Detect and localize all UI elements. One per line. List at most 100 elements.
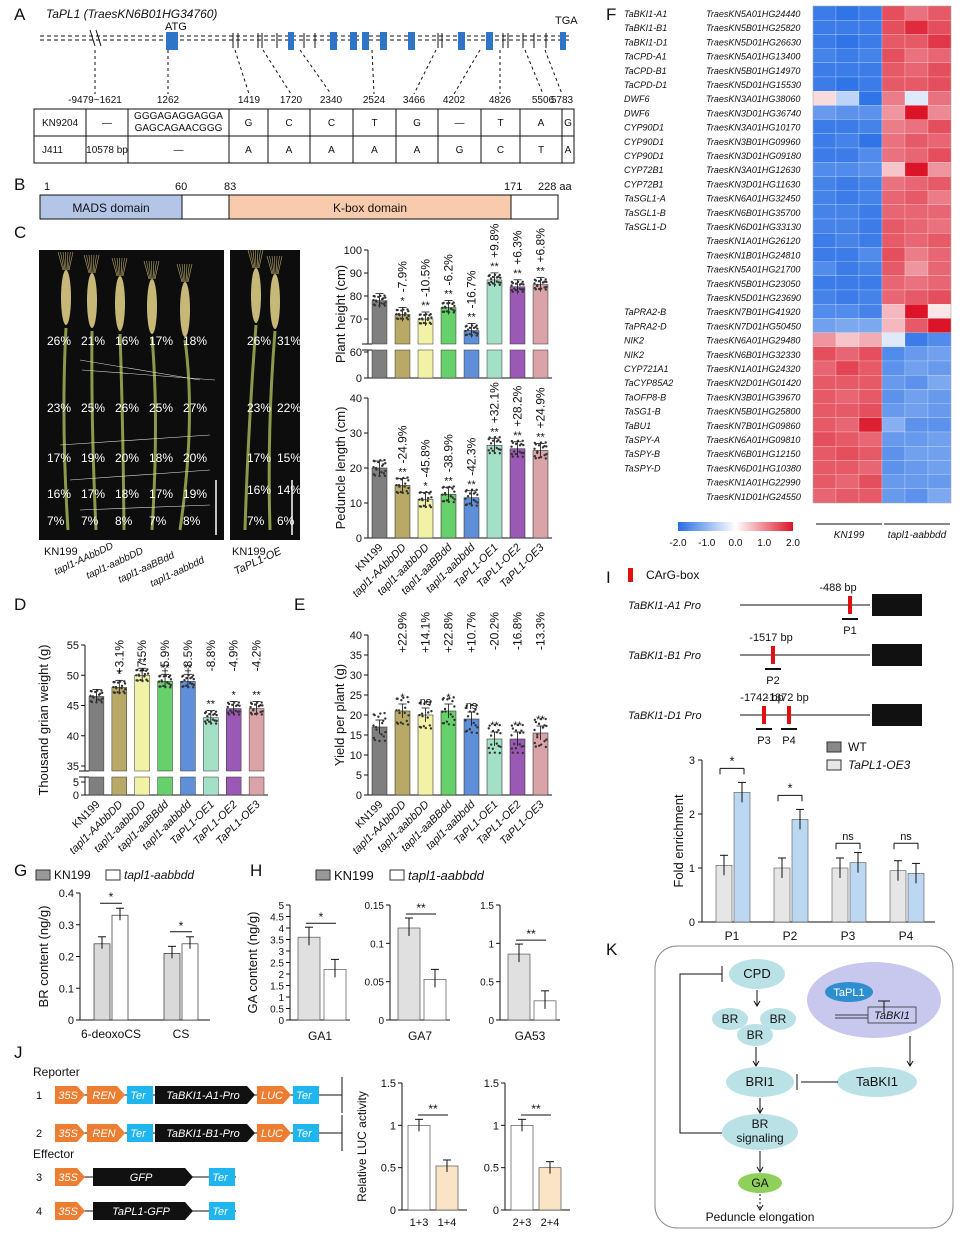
data-point — [545, 285, 548, 289]
heatmap-cell — [904, 304, 929, 319]
chart-luc_a: 0 0.5 1 1.5 Relative LUC activity 1+3 1+4 ** — [355, 1078, 467, 1229]
data-point — [396, 308, 399, 312]
bar — [163, 952, 181, 1021]
arrowhead — [756, 1107, 764, 1114]
gene-symbol: CYP721A1 — [624, 364, 669, 374]
text-label: -1742 bp — [740, 692, 783, 704]
heatmap-cell — [812, 417, 837, 433]
data-point — [541, 726, 545, 729]
heatmap-cell — [927, 488, 952, 504]
data-point — [429, 312, 432, 316]
bar — [463, 349, 480, 379]
data-point — [510, 284, 513, 287]
bar — [509, 738, 526, 796]
internode-pct: 26% — [247, 334, 271, 348]
data-point — [420, 712, 424, 715]
data-point — [402, 308, 405, 311]
data-point — [536, 283, 539, 287]
line — [146, 260, 151, 280]
heatmap-cell — [812, 91, 837, 106]
text-label: GA7 — [408, 1029, 432, 1043]
stem — [118, 333, 126, 531]
data-point — [539, 717, 543, 721]
data-point — [123, 682, 127, 685]
line — [269, 255, 274, 275]
heatmap-cell — [812, 20, 837, 35]
heatmap-cell — [835, 5, 860, 21]
data-point — [470, 334, 474, 337]
data-point — [162, 684, 165, 688]
data-point — [465, 489, 468, 492]
data-point — [418, 725, 422, 729]
data-point — [395, 709, 398, 712]
data-point — [495, 440, 499, 443]
signaling-node — [722, 1114, 798, 1150]
heatmap-cell — [858, 431, 883, 447]
text-label: Reporter — [33, 1065, 80, 1079]
heatmap-cell — [858, 190, 883, 205]
text-label: 0.5 — [270, 1005, 284, 1016]
text-label: 1 — [278, 993, 284, 1004]
percent-change: +32.1% — [488, 382, 502, 423]
line — [119, 257, 121, 277]
data-point — [377, 295, 380, 299]
arrowhead — [753, 1000, 761, 1007]
gene-id: TraesKN5B01HG14970 — [706, 66, 800, 76]
data-point — [399, 721, 403, 724]
data-point — [516, 455, 520, 458]
br-node — [737, 1024, 773, 1046]
heatmap-cell — [927, 5, 952, 21]
data-point — [137, 673, 140, 676]
data-point — [407, 314, 410, 318]
heatmap-cell — [858, 403, 883, 418]
data-point — [402, 696, 405, 699]
internode-pct: 19% — [81, 451, 105, 465]
gene-symbol: TaPRA2-B — [624, 307, 666, 317]
percent-change: -6.2% — [442, 254, 456, 286]
gene-symbol: TaSG1-B — [624, 407, 661, 417]
significance-mark: ** — [513, 720, 522, 732]
line — [255, 249, 257, 269]
data-point — [453, 304, 456, 308]
heatmap-cell — [927, 133, 952, 149]
text-label: 3 — [689, 755, 695, 767]
heatmap-cell — [881, 176, 906, 191]
heatmap-cell — [881, 48, 906, 63]
internode-pct: 22% — [277, 401, 301, 415]
data-point — [543, 724, 546, 727]
data-point — [493, 751, 497, 754]
data-point — [541, 446, 545, 449]
bar — [417, 349, 434, 379]
panel-label-h: H — [250, 861, 262, 880]
data-point — [464, 333, 468, 337]
text-label: 0.5 — [381, 1163, 396, 1175]
internode-pct: 16% — [115, 334, 139, 348]
data-point — [476, 726, 479, 729]
gene-symbol: TaCYP85A2 — [624, 378, 673, 388]
gene-id: TraesKN5B01HG23050 — [706, 279, 800, 289]
text-label: REN — [92, 1090, 115, 1102]
heatmap-cell — [904, 233, 929, 248]
text-label: 228 aa — [538, 181, 573, 193]
percent-change: -13.3% — [534, 612, 548, 650]
data-point — [96, 689, 99, 692]
bar — [111, 914, 129, 1021]
data-point — [447, 500, 451, 504]
data-point — [185, 684, 188, 687]
heatmap-cell — [904, 332, 929, 347]
data-point — [257, 705, 261, 708]
percent-change: -16.7% — [465, 270, 479, 308]
bar — [297, 936, 321, 1021]
gene-id: TraesKN7D01HG50450 — [706, 321, 801, 331]
data-point — [465, 324, 468, 328]
data-point — [212, 713, 215, 716]
data-point — [514, 288, 518, 292]
text-label: Ter — [296, 1090, 313, 1102]
data-point — [510, 445, 513, 448]
heatmap-cell — [927, 446, 952, 461]
data-point — [372, 303, 376, 306]
heatmap-cell — [835, 403, 860, 418]
ter-block — [293, 1124, 319, 1142]
heatmap-cell — [812, 431, 837, 447]
data-point — [400, 699, 403, 702]
